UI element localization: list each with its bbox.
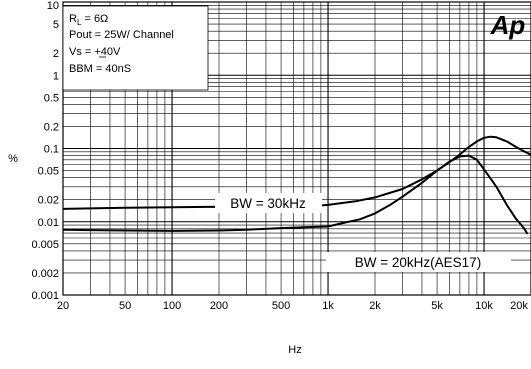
y-tick-label: 0.2 [44,121,59,133]
y-tick-label: 1 [53,70,59,82]
series-label-20khz-text: BW = 20kHz(AES17) [355,255,481,270]
y-tick-label: 5 [53,19,59,31]
series-lines [62,135,531,235]
y-tick-label: 0.05 [38,166,59,178]
condition-load: RL = 6Ω [69,13,108,27]
x-axis-label: Hz [288,344,301,356]
conditions-box: RL = 6Ω Pout = 25W/ Channel Vs = +40V BB… [62,5,209,91]
x-tick-label: 20 [57,300,69,312]
series-label-20khz: BW = 20kHz(AES17) [326,252,511,272]
y-axis-label: % [8,153,18,165]
x-tick-label: 50 [119,300,131,312]
x-tick-label: 1k [322,300,334,312]
y-tick-label: 0.001 [31,290,59,302]
y-tick-label: 2 [53,48,59,60]
series-label-30khz-text: BW = 30kHz [230,196,306,211]
x-tick-label: 10k [475,300,493,312]
y-tick-label: 10 [47,0,59,12]
x-tick-label: 5k [431,300,443,312]
y-tick-labels: 10 5 2 1 0.5 0.2 0.1 0.05 0.02 0.01 0.005 0.002 0.00… [31,0,59,302]
y-tick-label: 0.1 [44,144,59,156]
series-line-1 [62,154,529,235]
x-tick-label: 20k [510,300,528,312]
x-tick-label: 500 [272,300,290,312]
y-tick-label: 0.005 [31,239,59,251]
x-tick-label: 100 [163,300,181,312]
x-tick-label: 200 [210,300,228,312]
condition-pout: Pout = 25W/ Channel [69,29,174,41]
x-tick-labels: 20 50 100 200 500 1k 2k 5k 10k 20k [57,300,528,312]
series-label-30khz: BW = 30kHz [215,193,322,213]
plot-frame [62,1,531,296]
y-tick-label: 0.002 [31,268,59,280]
ap-logo: Ap [490,10,526,40]
y-tick-label: 0.01 [38,217,59,229]
x-tick-label: 2k [369,300,381,312]
y-tick-label: 0.02 [38,195,59,207]
condition-vs: Vs = +40V [69,46,121,58]
y-tick-label: 0.5 [44,92,59,104]
condition-bbm: BBM = 40nS [69,63,131,75]
